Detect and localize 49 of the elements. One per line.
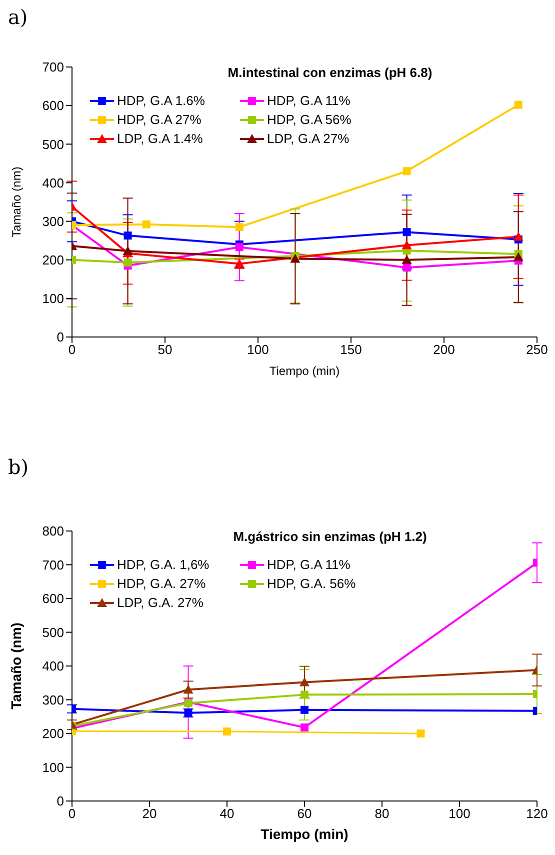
x-tick-label: 20 xyxy=(142,806,157,822)
legend-label: HDP, G.A 1.6% xyxy=(117,93,205,108)
y-tick-label: 600 xyxy=(42,98,64,114)
chart-title: M.intestinal con enzimas (pH 6.8) xyxy=(228,65,432,80)
text: b) xyxy=(8,455,29,479)
x-tick-label: 120 xyxy=(526,806,548,822)
x-tick-label: 100 xyxy=(448,806,470,822)
y-tick-label: 200 xyxy=(42,252,64,268)
x-tick-label: 150 xyxy=(340,342,362,358)
legend-label: LDP, G.A 1.4% xyxy=(117,131,203,146)
x-tick-label: 0 xyxy=(68,342,76,358)
y-tick-label: 500 xyxy=(42,136,64,152)
x-tick-label: 100 xyxy=(247,342,269,358)
legend-label: HDP, G.A 11% xyxy=(267,93,350,108)
x-tick-label: 250 xyxy=(526,342,548,358)
y-tick-label: 700 xyxy=(42,60,64,75)
y-tick-label: 400 xyxy=(42,658,64,674)
x-tick-label: 50 xyxy=(158,342,172,358)
y-axis-title: Tamaño (nm) xyxy=(8,622,24,710)
legend-label: HDP, G.A. 27% xyxy=(117,576,206,591)
chart-title: M.gástrico sin enzimas (pH 1.2) xyxy=(233,529,427,544)
y-tick-label: 200 xyxy=(42,726,64,742)
legend-label: LDP, G.A 27% xyxy=(267,131,350,146)
x-tick-label: 200 xyxy=(433,342,455,358)
y-tick-label: 400 xyxy=(42,175,64,190)
y-tick-label: 700 xyxy=(42,557,64,572)
legend-label: LDP, G.A. 27% xyxy=(117,595,204,610)
x-axis-title: Tiempo (min) xyxy=(260,826,348,842)
legend-label: HDP, G.A. 1,6% xyxy=(117,557,210,572)
y-tick-label: 0 xyxy=(56,330,64,345)
legend-label: HDP, G.A 56% xyxy=(267,112,352,127)
y-tick-label: 300 xyxy=(42,692,64,708)
y-tick-label: 100 xyxy=(42,291,64,306)
y-axis-title: Tamaño (nm) xyxy=(9,166,24,238)
y-tick-label: 0 xyxy=(56,794,64,809)
x-tick-label: 80 xyxy=(374,806,390,822)
x-tick-label: 0 xyxy=(68,806,76,822)
legend-label: HDP, G.A 11% xyxy=(267,557,350,572)
x-tick-label: 60 xyxy=(297,806,312,822)
y-tick-label: 500 xyxy=(42,624,64,640)
legend-label: HDP, G.A. 56% xyxy=(267,576,356,591)
y-tick-label: 100 xyxy=(42,760,64,775)
y-tick-label: 800 xyxy=(42,524,64,539)
text: a) xyxy=(8,5,28,29)
y-tick-label: 600 xyxy=(42,591,64,606)
y-tick-label: 300 xyxy=(42,214,64,229)
x-axis-title: Tiempo (min) xyxy=(269,364,340,378)
legend-label: HDP, G.A 27% xyxy=(117,112,202,127)
x-tick-label: 40 xyxy=(220,806,234,822)
